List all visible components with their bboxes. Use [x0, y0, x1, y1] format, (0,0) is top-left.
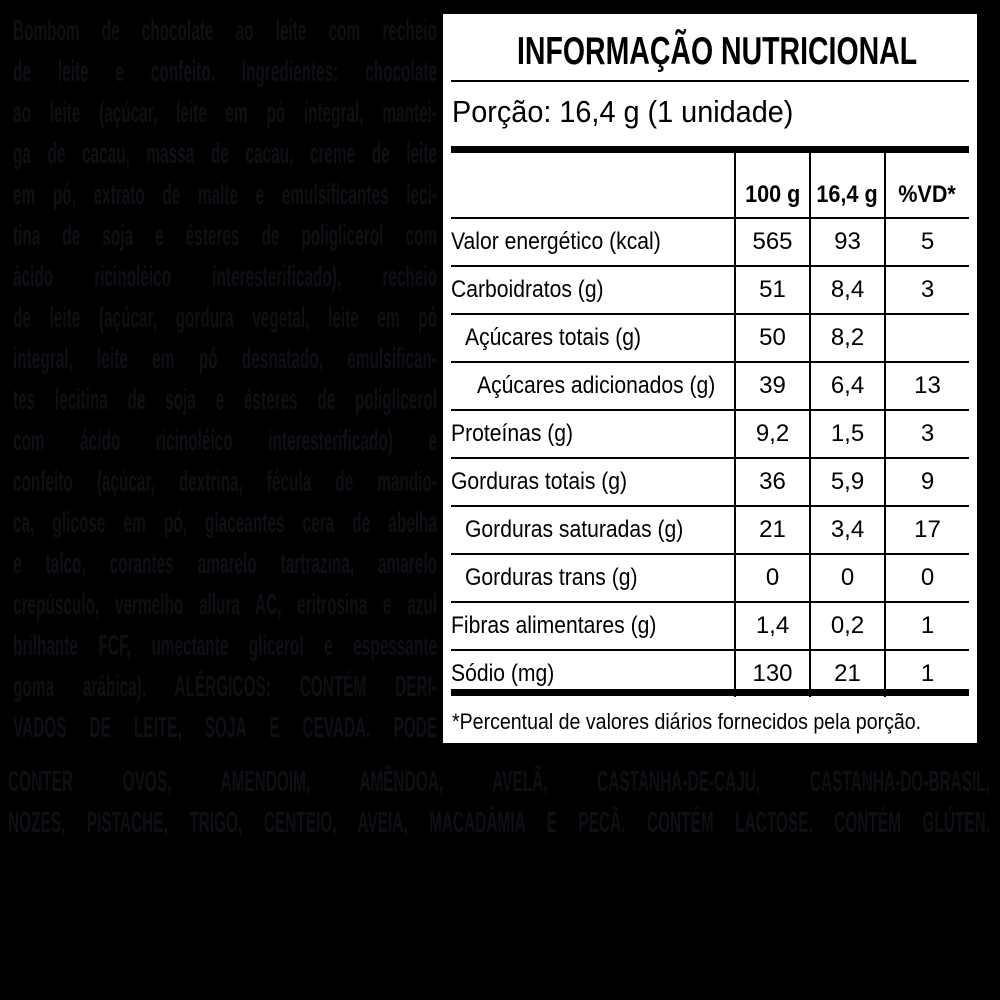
- nutrition-table-body: Valor energético (kcal) 565 93 5 Carboid…: [451, 218, 969, 697]
- table-row: Gorduras saturadas (g) 21 3,4 17: [451, 506, 969, 555]
- nutrition-panel: INFORMAÇÃO NUTRICIONAL Porção: 16,4 g (1…: [443, 14, 977, 743]
- table-row: Valor energético (kcal) 565 93 5: [451, 218, 969, 267]
- ingredient-line: em pó, extrato de malte e emulsificantes…: [13, 179, 437, 211]
- row-label: Gorduras saturadas (g): [451, 506, 735, 555]
- row-value-portion: 6,4: [809, 362, 885, 411]
- footnote-separator-bar: [451, 689, 969, 696]
- row-value-100g: 21: [734, 506, 810, 555]
- row-value-vd: 5: [884, 218, 969, 267]
- row-value-vd: 17: [884, 506, 969, 555]
- ingredient-line: VADOS DE LEITE, SOJA E CEVADA. PODE: [13, 712, 437, 744]
- allergen-line: NOZES, PISTACHE, TRIGO, CENTEIO, AVEIA, …: [8, 807, 990, 839]
- row-value-vd: [884, 314, 969, 363]
- row-label: Valor energético (kcal): [451, 218, 735, 267]
- ingredient-line: de leite (açúcar, gordura vegetal, leite…: [13, 302, 437, 334]
- row-label: Açúcares adicionados (g): [451, 362, 735, 411]
- ingredient-line: ácido ricinoléico interesterificado), re…: [13, 261, 437, 293]
- column-header-portion: 16,4 g: [809, 153, 885, 219]
- table-row: Fibras alimentares (g) 1,4 0,2 1: [451, 602, 969, 651]
- row-value-vd: 0: [884, 554, 969, 603]
- nutrient-column-header: [451, 153, 735, 219]
- row-value-100g: 39: [734, 362, 810, 411]
- row-value-portion: 5,9: [809, 458, 885, 507]
- allergen-text-block: CONTER OVOS, AMENDOIM, AMÊNDOA, AVELÃ, C…: [8, 762, 990, 844]
- ingredient-line: integral, leite em pó desnatado, emulsif…: [13, 343, 437, 375]
- ingredient-line: ca, glicose em pó, glaceantes cera de ab…: [13, 507, 437, 539]
- row-value-portion: 8,4: [809, 266, 885, 315]
- ingredient-line: goma arábica). ALÉRGICOS: CONTÉM DERI-: [13, 671, 437, 703]
- serving-size: Porção: 16,4 g (1 unidade): [452, 94, 794, 129]
- row-label: Proteínas (g): [451, 410, 735, 459]
- ingredient-line: de leite e confeito. Ingredientes: choco…: [13, 56, 437, 88]
- table-row: Açúcares totais (g) 50 8,2: [451, 314, 969, 363]
- row-value-100g: 565: [734, 218, 810, 267]
- panel-header: INFORMAÇÃO NUTRICIONAL: [443, 30, 977, 74]
- header-separator-bar: [451, 146, 969, 153]
- table-header-row: 100 g 16,4 g %VD*: [451, 153, 969, 219]
- row-label: Carboidratos (g): [451, 266, 735, 315]
- ingredient-line: tina de soja e ésteres de poliglicerol c…: [13, 220, 437, 252]
- row-label: Gorduras trans (g): [451, 554, 735, 603]
- table-row: Açúcares adicionados (g) 39 6,4 13: [451, 362, 969, 411]
- row-label: Fibras alimentares (g): [451, 602, 735, 651]
- ingredient-line: Bombom de chocolate ao leite com recheio: [13, 15, 437, 47]
- row-value-vd: 13: [884, 362, 969, 411]
- row-value-portion: 93: [809, 218, 885, 267]
- nutrition-title: INFORMAÇÃO NUTRICIONAL: [516, 30, 918, 73]
- ingredient-line: confeito (açúcar, dextrina, fécula de ma…: [13, 466, 437, 498]
- row-value-portion: 0: [809, 554, 885, 603]
- ingredient-line: e talco, corantes amarelo tartrazina, am…: [13, 548, 437, 580]
- ingredient-line: tes lecitina de soja e ésteres de poligl…: [13, 384, 437, 416]
- row-label: Açúcares totais (g): [451, 314, 735, 363]
- row-value-100g: 9,2: [734, 410, 810, 459]
- title-divider: [451, 80, 969, 82]
- ingredient-line: brilhante FCF, umectante glicerol e espe…: [13, 630, 437, 662]
- table-row: Carboidratos (g) 51 8,4 3: [451, 266, 969, 315]
- row-value-100g: 51: [734, 266, 810, 315]
- row-value-portion: 1,5: [809, 410, 885, 459]
- ingredients-text: Bombom de chocolate ao leite com recheio…: [13, 11, 437, 759]
- ingredient-line: crepúsculo, vermelho allura AC, eritrosi…: [13, 589, 437, 621]
- row-value-portion: 0,2: [809, 602, 885, 651]
- row-value-100g: 50: [734, 314, 810, 363]
- ingredient-line: ga de cacau, massa de cacau, creme de le…: [13, 138, 437, 170]
- footnote: *Percentual de valores diários fornecido…: [452, 709, 922, 734]
- column-header-vd: %VD*: [884, 153, 969, 219]
- table-row: Proteínas (g) 9,2 1,5 3: [451, 410, 969, 459]
- row-value-100g: 0: [734, 554, 810, 603]
- ingredient-line: ao leite (açúcar, leite em pó integral, …: [13, 97, 437, 129]
- row-value-vd: 3: [884, 266, 969, 315]
- row-value-vd: 3: [884, 410, 969, 459]
- ingredient-line: com ácido ricinoléico interesterificado)…: [13, 425, 437, 457]
- table-row: Gorduras trans (g) 0 0 0: [451, 554, 969, 603]
- allergen-text: CONTER OVOS, AMENDOIM, AMÊNDOA, AVELÃ, C…: [8, 762, 990, 844]
- row-value-portion: 3,4: [809, 506, 885, 555]
- row-value-vd: 1: [884, 602, 969, 651]
- row-value-100g: 36: [734, 458, 810, 507]
- allergen-line: CONTER OVOS, AMENDOIM, AMÊNDOA, AVELÃ, C…: [8, 766, 990, 798]
- nutrition-table: 100 g 16,4 g %VD* Valor energético (kcal…: [451, 153, 969, 697]
- row-value-portion: 8,2: [809, 314, 885, 363]
- row-label: Sódio (mg): [451, 660, 555, 687]
- row-label: Gorduras totais (g): [451, 458, 735, 507]
- column-header-100g: 100 g: [734, 153, 810, 219]
- row-value-vd: 9: [884, 458, 969, 507]
- table-row: Gorduras totais (g) 36 5,9 9: [451, 458, 969, 507]
- ingredients-text-block: Bombom de chocolate ao leite com recheio…: [13, 11, 437, 749]
- row-value-100g: 1,4: [734, 602, 810, 651]
